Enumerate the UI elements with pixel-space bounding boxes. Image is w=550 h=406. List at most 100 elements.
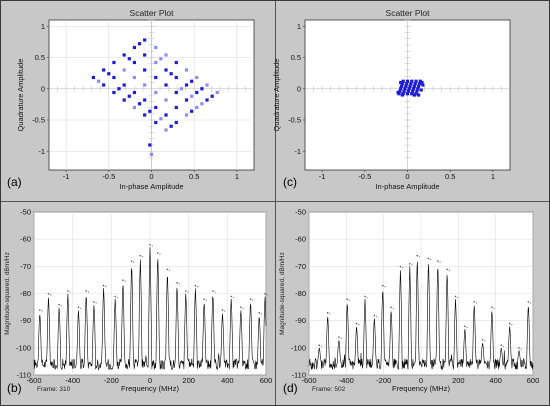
- peak-marker: [430, 258, 432, 260]
- peak-marker: [466, 326, 468, 328]
- x-tick-label: 400: [489, 376, 502, 385]
- constellation-point: [112, 75, 116, 80]
- peak-marker: [166, 268, 169, 271]
- peak-marker: [390, 306, 392, 309]
- peak-marker: [366, 296, 368, 299]
- constellation-point: [132, 90, 137, 95]
- constellation-point: [412, 84, 416, 88]
- peak-marker: [500, 344, 503, 347]
- constellation-point: [190, 79, 194, 83]
- frame-counter: Frame: 502: [312, 386, 346, 393]
- x-tick-label: 600: [260, 376, 273, 385]
- spectrum-plot-b: -600 -400 -200 0 200 400 600 -110 -100 -90 -80 -70 -…: [4, 208, 272, 396]
- peak-marker: [491, 306, 493, 309]
- y-tick-label: -1: [38, 147, 45, 156]
- peak-marker: [169, 269, 171, 271]
- peak-marker: [230, 295, 232, 298]
- peak-marker: [511, 324, 513, 326]
- constellation-point: [405, 82, 409, 86]
- constellation-point: [399, 84, 404, 88]
- constellation-point: [401, 79, 405, 83]
- constellation-point: [415, 89, 419, 93]
- constellation-point: [195, 75, 199, 80]
- peak-marker: [58, 303, 60, 306]
- constellation-point: [102, 68, 106, 72]
- y-tick-label: -50: [20, 208, 31, 217]
- constellation-point: [154, 90, 158, 95]
- peak-marker: [264, 292, 266, 295]
- peak-marker: [427, 257, 430, 260]
- peak-marker: [258, 311, 261, 314]
- constellation-point: [174, 60, 178, 65]
- constellation-point: [91, 75, 96, 80]
- peak-marker: [446, 268, 448, 271]
- constellation-point: [154, 45, 158, 50]
- constellation-point: [143, 38, 147, 42]
- constellation-point: [132, 105, 137, 110]
- peak-marker: [381, 284, 384, 287]
- constellation-point: [195, 90, 199, 95]
- constellation-point: [407, 87, 411, 91]
- frame-counter: Frame: 310: [37, 386, 71, 393]
- constellation-point: [413, 82, 417, 86]
- constellation-point: [169, 72, 173, 76]
- y-tick-label: -100: [16, 343, 31, 352]
- constellation-point: [137, 42, 142, 46]
- constellation-point: [404, 84, 408, 88]
- peak-marker: [418, 256, 421, 258]
- constellation-point: [143, 113, 147, 117]
- constellation-point: [411, 87, 416, 91]
- peak-marker: [159, 253, 161, 255]
- constellation-point: [127, 57, 131, 61]
- constellation-point: [154, 105, 158, 110]
- peak-marker: [318, 344, 321, 347]
- y-axis-label: Magnitude-squared, dBm/Hz: [4, 252, 11, 335]
- constellation-point: [400, 82, 404, 86]
- panel-label: (a): [7, 175, 22, 189]
- peak-marker: [178, 283, 180, 285]
- peak-marker: [47, 292, 50, 295]
- x-tick-label: 200: [452, 376, 465, 385]
- constellation-point: [132, 75, 137, 80]
- constellation-point: [164, 68, 168, 72]
- constellation-point: [122, 83, 126, 87]
- constellation-point: [418, 79, 422, 83]
- constellation-point: [205, 98, 209, 102]
- constellation-point: [398, 89, 402, 93]
- constellation-point: [132, 60, 137, 65]
- constellation-point: [408, 84, 412, 88]
- constellation-point: [122, 68, 126, 72]
- x-tick-label: -200: [376, 376, 391, 385]
- peak-marker: [527, 301, 530, 303]
- constellation-point: [179, 87, 183, 91]
- constellation-point: [190, 109, 194, 113]
- constellation-point: [414, 79, 418, 83]
- x-tick-label: -0.5: [358, 172, 371, 181]
- x-tick-label: 0.5: [189, 172, 199, 181]
- peak-marker: [329, 313, 331, 315]
- constellation-point: [143, 68, 147, 72]
- y-tick-label: -60: [295, 235, 306, 244]
- peak-marker: [69, 291, 71, 293]
- constellation-point: [399, 87, 403, 91]
- constellation-point: [210, 94, 214, 98]
- constellation-point: [184, 113, 189, 117]
- peak-marker: [340, 337, 342, 339]
- peak-marker: [50, 294, 52, 296]
- constellation-point: [149, 152, 154, 156]
- peak-marker: [364, 295, 366, 298]
- x-tick-label: -600: [26, 376, 41, 385]
- peak-marker: [240, 306, 242, 309]
- constellation-point: [200, 102, 204, 106]
- constellation-point: [174, 75, 178, 80]
- constellation-point: [164, 128, 168, 132]
- constellation-point: [410, 92, 414, 96]
- peak-marker: [481, 339, 484, 341]
- x-axis-label: In-phase Amplitude: [119, 182, 183, 191]
- constellation-point: [402, 89, 406, 93]
- peak-marker: [156, 252, 159, 254]
- constellation-point: [164, 53, 168, 57]
- peak-marker: [320, 345, 323, 347]
- peak-marker: [224, 310, 226, 312]
